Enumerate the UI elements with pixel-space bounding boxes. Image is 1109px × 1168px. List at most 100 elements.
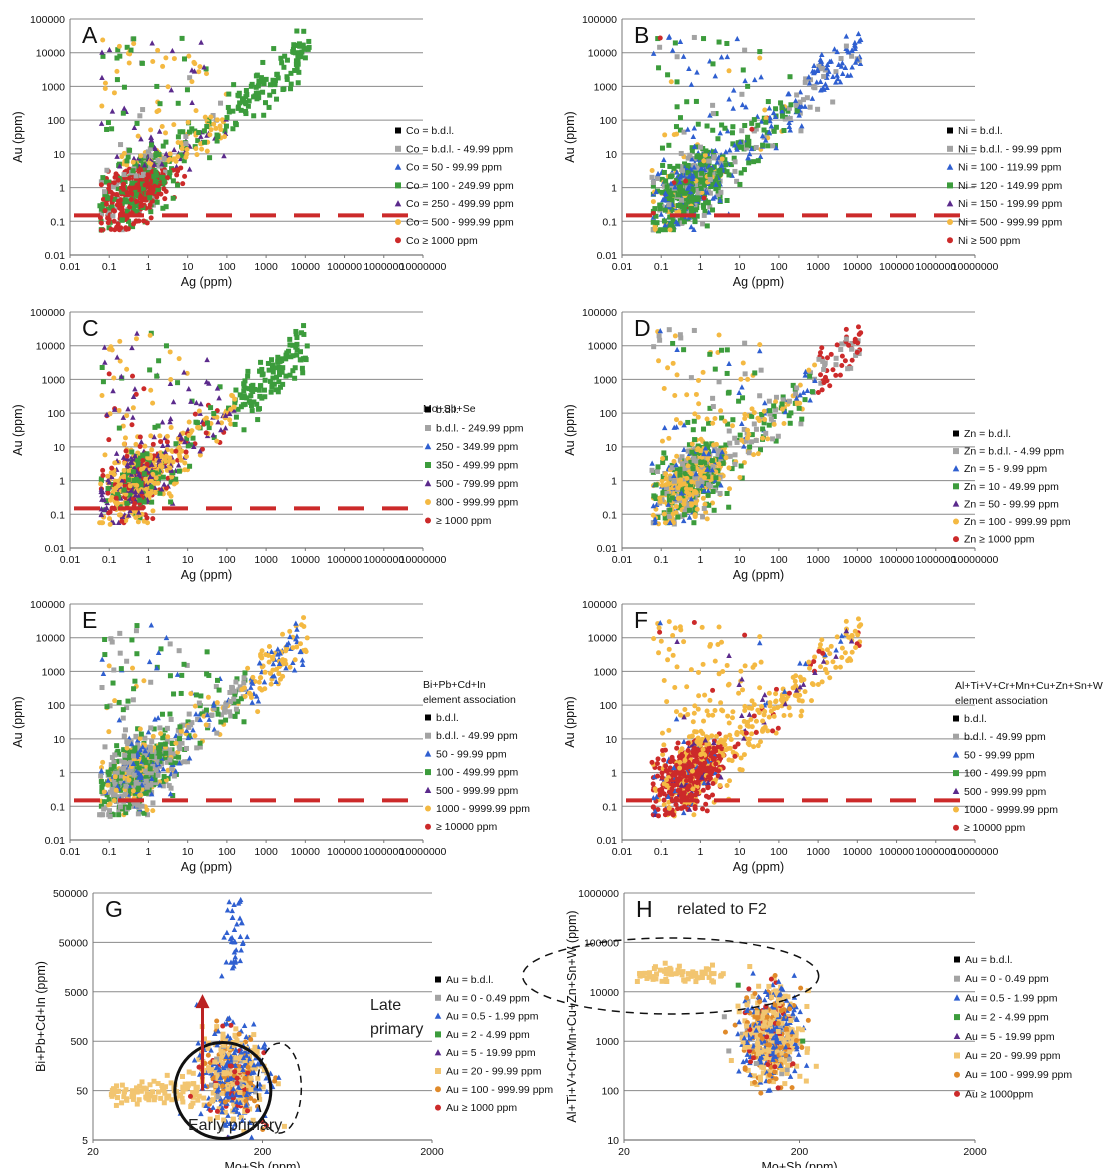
legend-label: Ni = 100 - 119.99 ppm [958,162,1062,174]
data-point [186,53,192,59]
data-point [770,109,777,116]
data-point [180,152,186,158]
data-point [710,489,716,495]
legend-title: Mo+Sb+Se [423,403,476,415]
data-point [675,192,681,198]
data-point [108,189,114,195]
data-point [839,70,846,77]
data-point [715,188,721,194]
x-tick-label: 100 [218,846,236,858]
data-point [167,419,173,425]
data-point [163,139,169,145]
data-point [677,189,683,195]
data-point [162,741,168,747]
data-point [130,373,136,379]
data-point [701,204,707,210]
data-point [106,771,112,777]
data-point [98,511,105,518]
data-point [687,152,693,158]
data-point [106,182,112,188]
y-tick-label: 10 [53,442,65,454]
data-point [120,454,127,460]
data-point [115,500,121,506]
data-point [849,64,855,70]
data-point [705,482,711,488]
data-point [121,733,127,739]
data-point [135,811,141,817]
data-point [149,484,155,490]
data-point [117,650,123,656]
data-point [167,757,173,763]
data-point [230,108,236,114]
data-point [105,195,111,201]
data-point [113,171,119,177]
data-point [678,477,684,483]
data-point [688,471,694,477]
legend-label: 500 - 799.99 ppm [436,478,519,490]
data-point [661,424,668,431]
data-point [105,473,111,479]
data-point [149,461,155,467]
data-point [111,471,117,477]
data-point [211,434,217,440]
data-point [281,64,287,70]
data-point [161,186,167,192]
data-point [692,437,698,443]
panel-letter: A [82,22,98,48]
data-point [128,47,134,53]
x-tick-label: 10 [182,846,194,858]
data-point [177,129,183,135]
data-point [162,162,168,168]
data-point [133,514,139,520]
data-point [157,101,163,107]
data-point [156,152,162,158]
data-point [807,104,813,110]
data-point [685,162,691,168]
data-point [138,136,144,142]
data-point [277,384,283,390]
data-point [184,146,190,152]
data-point [833,362,839,368]
data-point [794,108,800,114]
data-point [140,181,146,187]
data-point [762,107,768,113]
data-point [184,87,190,93]
data-point [796,103,803,110]
data-point [671,165,677,171]
data-point [734,178,740,184]
data-point [689,502,695,508]
data-point [241,427,247,433]
data-point [241,381,247,387]
data-point [138,153,144,159]
data-point [98,206,104,212]
data-point [148,725,154,731]
data-point [681,129,687,135]
data-point [298,357,304,363]
data-point [679,168,685,174]
data-point [131,36,137,42]
data-point [737,432,743,438]
data-point [123,448,129,454]
legend-label: 250 - 349.99 ppm [436,441,519,453]
data-point [156,128,163,134]
legend-label: 1000 - 9999.99 ppm [436,803,530,815]
x-tick-label: 0.1 [654,846,669,858]
data-point [206,380,212,386]
data-point [178,435,185,441]
data-point [797,660,803,666]
data-point [662,132,668,138]
data-point [274,71,280,77]
data-point [689,148,695,154]
data-point [694,69,700,75]
data-point [121,172,127,178]
data-point [714,159,720,165]
data-point [237,392,243,398]
data-point [694,213,700,219]
data-point [730,87,737,93]
data-point [692,202,698,208]
legend-marker [947,182,953,189]
data-point [117,201,123,207]
data-point [152,470,158,476]
data-point [102,86,108,92]
data-point [124,366,130,372]
